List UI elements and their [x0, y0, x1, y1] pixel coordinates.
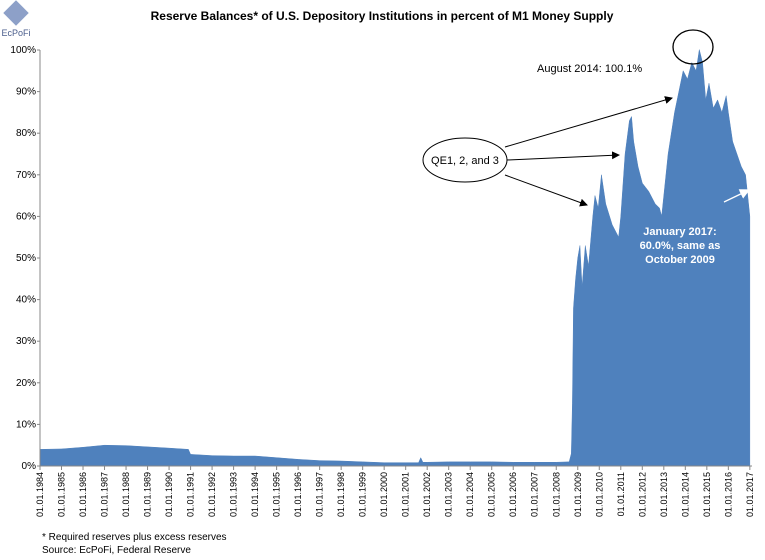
x-tick-label: 01.01.1985: [57, 472, 67, 517]
x-tick-label: 01.01.2003: [444, 472, 454, 517]
area: [39, 49, 751, 467]
x-tick-label: 01.01.1996: [293, 472, 303, 517]
x-tick-label: 01.01.2000: [379, 472, 389, 517]
y-tick-label: 70%: [16, 170, 36, 181]
y-tick-label: 10%: [16, 419, 36, 430]
annotation: October 2009: [645, 254, 715, 266]
x-tick-label: 01.01.1986: [78, 472, 88, 517]
x-tick-label: 01.01.2015: [702, 472, 712, 517]
x-tick-label: 01.01.2011: [616, 472, 626, 516]
y-tick-label: 20%: [16, 378, 36, 389]
x-tick-label: 01.01.2017: [745, 472, 755, 517]
y-tick-label: 80%: [16, 128, 36, 139]
arrow: [504, 96, 673, 148]
annotation: 60.0%, same as: [640, 240, 721, 252]
x-tick-label: 01.01.2005: [487, 472, 497, 517]
x-tick-label: 01.01.1984: [35, 472, 45, 517]
x-tick-label: 01.01.1987: [100, 472, 110, 517]
footnote: Source: EcPoFi, Federal Reserve: [42, 545, 191, 556]
x-tick-label: 01.01.2010: [594, 472, 604, 517]
y-tick-label: 50%: [16, 253, 36, 264]
x-tick-label: 01.01.1994: [250, 472, 260, 517]
logo-text: EcPoFi: [1, 28, 30, 38]
x-tick-label: 01.01.2013: [659, 472, 669, 517]
y-tick-label: 100%: [10, 45, 36, 56]
x-tick-label: 01.01.1990: [164, 472, 174, 517]
x-tick-label: 01.01.2008: [551, 472, 561, 517]
plot: 0% 10% 20% 30% 40% 50% 60% 70% 80% 90% 100% 01.01.1…: [10, 45, 754, 517]
footnote: * Required reserves plus excess reserves: [42, 532, 227, 543]
x-tick-label: 01.01.2014: [680, 472, 690, 517]
x-tick-label: 01.01.1992: [207, 472, 217, 517]
x-tick-label: 01.01.2002: [422, 472, 432, 517]
annotation: January 2017:: [643, 226, 716, 238]
x-tick-label: 01.01.1993: [229, 472, 239, 517]
highlight-circle: [672, 29, 714, 65]
annotation: QE1, 2, and 3: [431, 155, 499, 167]
x-tick-label: 01.01.1989: [143, 472, 153, 517]
x-tick-label: 01.01.2012: [637, 472, 647, 517]
arrow: [506, 151, 620, 161]
y-tick-label: 40%: [16, 295, 36, 306]
y-tick-label: 60%: [16, 211, 36, 222]
y-tick-label: 90%: [16, 87, 36, 98]
x-tick-label: 01.01.1988: [121, 472, 131, 517]
arrow: [504, 174, 588, 207]
annotation: August 2014: 100.1%: [537, 63, 642, 75]
x-tick-label: 01.01.1991: [186, 472, 196, 517]
x-tick-label: 01.01.1998: [336, 472, 346, 517]
x-tick-label: 01.01.1999: [358, 472, 368, 517]
chart-title: Reserve Balances* of U.S. Depository Ins…: [151, 9, 614, 23]
x-tick-label: 01.01.2004: [465, 472, 475, 517]
x-tick-label: 01.01.2007: [530, 472, 540, 517]
x-tick-label: 01.01.1995: [272, 472, 282, 517]
x-tick-label: 01.01.1997: [315, 472, 325, 517]
arrow: [723, 189, 751, 203]
x-tick-label: 01.01.2009: [573, 472, 583, 517]
x-tick-label: 01.01.2006: [508, 472, 518, 517]
y-tick-label: 30%: [16, 336, 36, 347]
x-tick-label: 01.01.2001: [401, 472, 411, 517]
x-tick-label: 01.01.2016: [723, 472, 733, 517]
y-tick-label: 0%: [22, 461, 37, 472]
